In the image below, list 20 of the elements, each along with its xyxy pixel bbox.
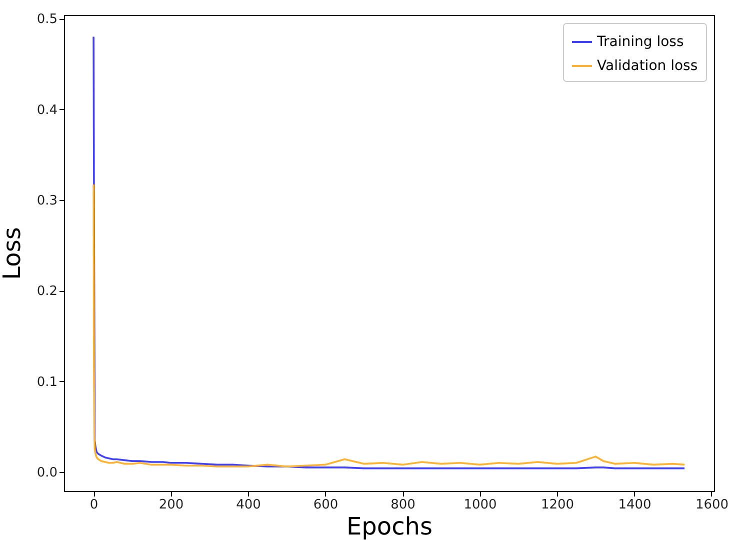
legend-label: Validation loss: [597, 58, 698, 74]
y-tick-label: 0.0: [36, 465, 58, 480]
x-tick-label: 1200: [540, 498, 574, 512]
line-series: [92, 184, 686, 468]
x-tick-label: 800: [390, 498, 416, 512]
x-tick-label: 1600: [695, 498, 729, 512]
x-tick-label: 0: [90, 498, 98, 512]
y-tick-label: 0.4: [36, 102, 58, 118]
y-axis-title: Loss: [0, 227, 26, 280]
y-tick-label: 0.2: [36, 284, 58, 300]
x-tick-label: 600: [313, 498, 338, 512]
x-tick-label: 1000: [464, 498, 497, 512]
legend-label: Training loss: [596, 34, 684, 50]
y-tick-label: 0.3: [36, 193, 58, 208]
y-tick-label: 0.5: [36, 12, 58, 28]
x-tick-label: 200: [158, 498, 184, 512]
x-axis-title: Epochs: [346, 512, 432, 540]
x-tick-label: 1400: [618, 498, 652, 512]
y-tick-label: 0.1: [36, 374, 58, 390]
x-tick-label: 400: [236, 498, 261, 512]
